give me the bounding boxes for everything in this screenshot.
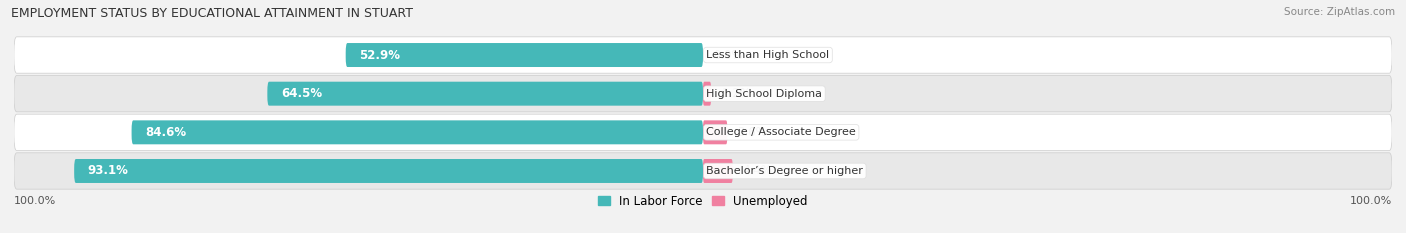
Text: High School Diploma: High School Diploma <box>706 89 823 99</box>
Text: 100.0%: 100.0% <box>1350 196 1392 206</box>
Text: 100.0%: 100.0% <box>14 196 56 206</box>
Text: 1.2%: 1.2% <box>721 87 751 100</box>
FancyBboxPatch shape <box>132 120 703 144</box>
Text: 93.1%: 93.1% <box>87 164 128 178</box>
Text: EMPLOYMENT STATUS BY EDUCATIONAL ATTAINMENT IN STUART: EMPLOYMENT STATUS BY EDUCATIONAL ATTAINM… <box>11 7 413 20</box>
Text: Bachelor’s Degree or higher: Bachelor’s Degree or higher <box>706 166 863 176</box>
FancyBboxPatch shape <box>267 82 703 106</box>
Text: 4.4%: 4.4% <box>742 164 773 178</box>
FancyBboxPatch shape <box>703 159 733 183</box>
Text: 64.5%: 64.5% <box>281 87 322 100</box>
Legend: In Labor Force, Unemployed: In Labor Force, Unemployed <box>593 190 813 212</box>
FancyBboxPatch shape <box>14 114 1392 151</box>
FancyBboxPatch shape <box>14 153 1392 189</box>
Text: 0.0%: 0.0% <box>713 48 742 62</box>
FancyBboxPatch shape <box>346 43 703 67</box>
FancyBboxPatch shape <box>703 120 727 144</box>
Text: Less than High School: Less than High School <box>706 50 830 60</box>
Text: Source: ZipAtlas.com: Source: ZipAtlas.com <box>1284 7 1395 17</box>
FancyBboxPatch shape <box>14 37 1392 73</box>
Text: 3.6%: 3.6% <box>738 126 768 139</box>
Text: College / Associate Degree: College / Associate Degree <box>706 127 856 137</box>
Text: 84.6%: 84.6% <box>145 126 186 139</box>
FancyBboxPatch shape <box>75 159 703 183</box>
FancyBboxPatch shape <box>703 82 711 106</box>
FancyBboxPatch shape <box>14 75 1392 112</box>
Text: 52.9%: 52.9% <box>359 48 401 62</box>
